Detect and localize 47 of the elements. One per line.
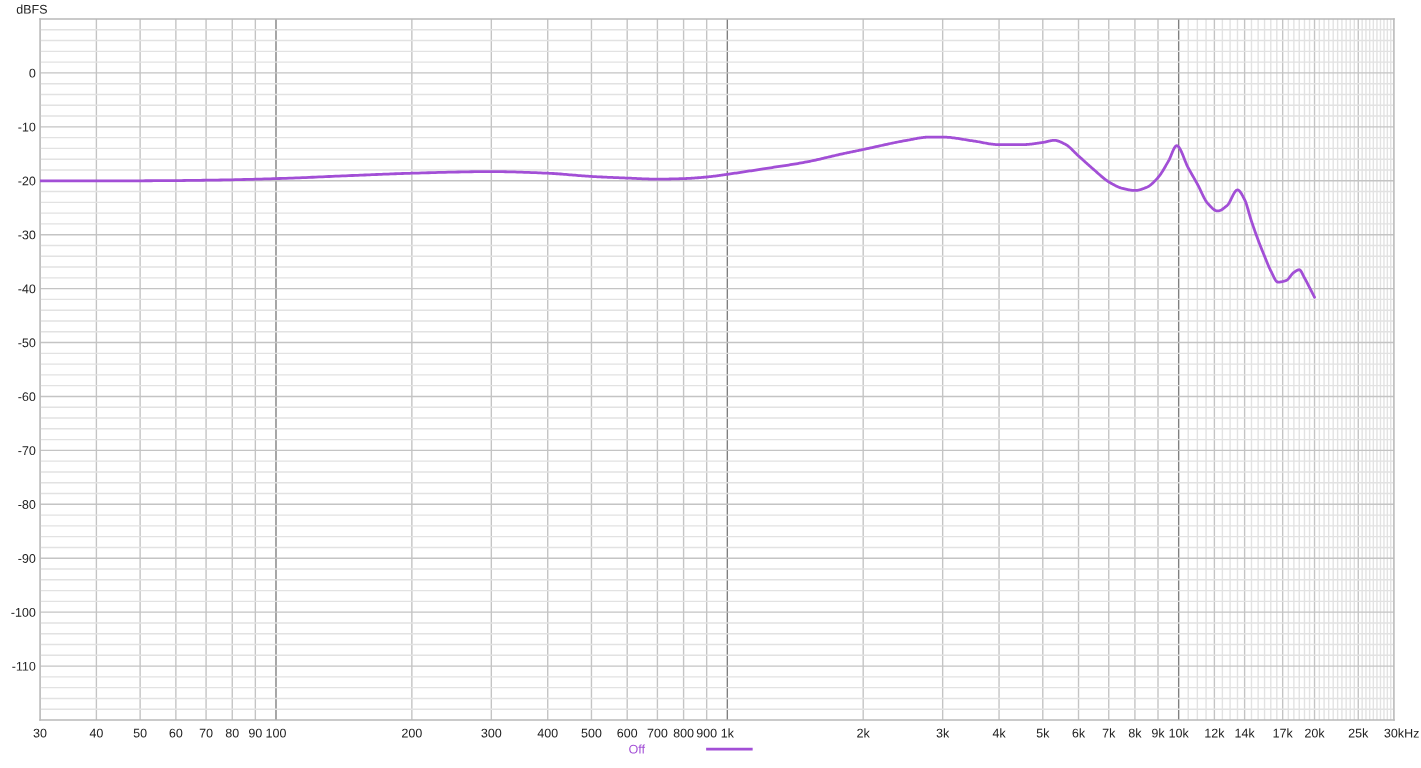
x-tick-label: 12k [1205, 728, 1225, 738]
y-tick-label: -20 [18, 176, 36, 186]
y-tick-label: -10 [18, 122, 36, 132]
y-axis-title: dBFS [16, 4, 47, 14]
x-tick-label: 30 [33, 728, 47, 738]
x-tick-label: 14k [1235, 728, 1255, 738]
y-tick-label: -110 [12, 661, 36, 671]
x-tick-label: 300 [481, 728, 502, 738]
y-tick-label: -70 [18, 446, 36, 456]
x-tick-label: 100 [266, 728, 286, 738]
x-tick-label: 8k [1128, 728, 1142, 738]
x-tick-label: 1k [721, 728, 734, 738]
y-tick-label: -80 [18, 500, 36, 509]
x-tick-label: 50 [133, 728, 147, 738]
x-tick-label: 90 [248, 728, 262, 738]
x-tick-label: 700 [647, 728, 668, 738]
text: Off [629, 744, 646, 754]
x-axis-title: Hz [1405, 728, 1419, 738]
x-tick-label: 60 [169, 728, 183, 738]
y-tick-label: -100 [11, 607, 36, 617]
x-tick-label: 200 [402, 728, 422, 738]
x-tick-label: 2k [857, 728, 870, 738]
x-tick-label: 400 [537, 728, 558, 738]
x-tick-label: 5k [1036, 728, 1050, 738]
y-tick-label: -50 [18, 338, 36, 348]
x-tick-label: 4k [992, 728, 1006, 738]
x-tick-label: 40 [89, 728, 103, 738]
x-tick-label: 70 [199, 728, 213, 738]
x-tick-label: 7k [1102, 728, 1116, 738]
y-tick-label: -30 [18, 230, 36, 240]
x-tick-label: 900 [696, 728, 717, 738]
x-tick-label: 600 [617, 728, 638, 738]
x-tick-label: 6k [1072, 728, 1086, 738]
x-tick-label: 800 [673, 728, 694, 738]
x-tick-label: 30k [1384, 728, 1405, 738]
y-tick-label: -90 [18, 554, 36, 563]
x-tick-label: 500 [581, 728, 602, 738]
x-tick-label: 10k [1169, 728, 1189, 738]
x-tick-label: 17k [1273, 728, 1293, 738]
x-tick-label: 9k [1151, 728, 1165, 738]
x-tick-label: 25k [1348, 728, 1369, 738]
y-tick-label: 0 [29, 68, 36, 78]
y-tick-label: -60 [18, 392, 36, 402]
x-tick-label: 20k [1305, 728, 1325, 738]
x-tick-label: 80 [225, 728, 239, 738]
x-tick-label: 3k [936, 728, 950, 738]
y-tick-label: -40 [18, 284, 36, 294]
